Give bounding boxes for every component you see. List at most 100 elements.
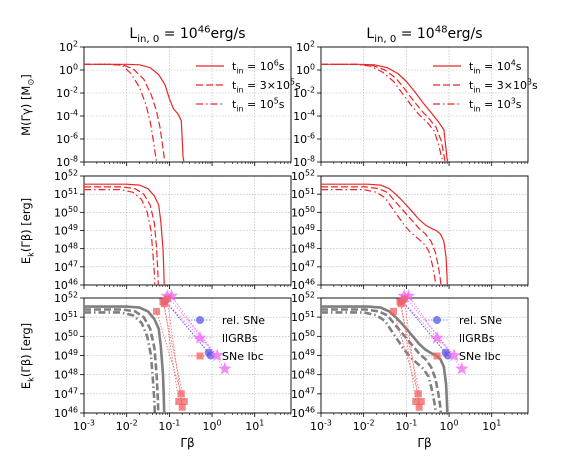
sne-ibc-marker [412, 398, 420, 405]
y-tick-label-part: -2 [70, 86, 78, 95]
y-tick-label-part: 48 [68, 367, 78, 376]
y-tick-label: 1051 [54, 310, 78, 324]
y-axis-label-part: M(Γγ) [M [19, 86, 33, 136]
x-tick-label-part: 10 [395, 420, 409, 433]
y-tick-label-part: -6 [307, 132, 315, 141]
y-tick-label-part: 50 [305, 205, 315, 214]
column-title-part: L [366, 26, 374, 42]
observation-link [400, 303, 417, 402]
sne-ibc-marker [177, 390, 185, 398]
legend-label-part: t [232, 60, 237, 73]
y-tick-label: 1046 [291, 278, 315, 292]
x-tick-label-part: 10 [440, 420, 454, 433]
legend-label: tin = 105s [232, 97, 285, 114]
y-tick-label-part: 10 [54, 369, 68, 382]
rel-sne-marker [196, 316, 204, 324]
y-tick-label-part: 10 [291, 206, 305, 219]
column-title-part: erg/s [448, 26, 483, 42]
legend-label-part: s [516, 60, 522, 73]
legend-label: tin = 3×103s [469, 78, 538, 95]
y-tick-label: 1047 [291, 259, 315, 273]
legend-label-part: = 10 [244, 98, 274, 111]
x-tick-label-part: 10 [116, 420, 130, 433]
y-tick-label-part: 49 [305, 223, 315, 232]
sne-ibc-marker [163, 295, 171, 303]
energy-series-line [321, 189, 437, 286]
energy-series-line [321, 183, 448, 286]
sne-ibc-marker [180, 398, 188, 405]
sne-ibc-marker [417, 398, 425, 405]
llgrb-marker [218, 361, 232, 375]
y-tick-label: 1050 [54, 329, 78, 343]
y-axis-label-part: (Γβ) [erg] [19, 198, 33, 252]
y-tick-label-part: 10 [291, 330, 305, 343]
y-tick-label: 1051 [54, 187, 78, 201]
x-tick-label-part: -1 [409, 419, 417, 428]
y-tick-label-part: 50 [68, 205, 78, 214]
legend-label-part: 3 [527, 78, 532, 87]
x-tick-label-part: 10 [203, 420, 217, 433]
sne-ibc-marker [160, 300, 168, 308]
y-tick-label: 1047 [54, 386, 78, 400]
x-axis-label: Γβ [180, 436, 194, 450]
y-tick-label-part: 10 [54, 311, 68, 324]
y-axis-label-part: k [25, 252, 35, 257]
y-tick-label-part: 50 [68, 329, 78, 338]
y-tick-label-part: 10 [296, 41, 310, 54]
x-axis-label: Γβ [417, 436, 431, 450]
y-tick-label-part: 10 [291, 261, 305, 274]
column-title-part: = 10 [159, 26, 197, 42]
legend-label-part: in [473, 104, 480, 113]
y-tick-label: 1049 [291, 348, 315, 362]
llgrb-marker [430, 331, 444, 344]
y-tick-label-part: 10 [59, 64, 73, 77]
gray-model-line [321, 305, 449, 414]
legend-label-part: s [516, 98, 522, 111]
mass-series-line [84, 63, 166, 163]
y-tick-label-part: 10 [291, 292, 305, 305]
y-tick-label: 1050 [291, 329, 315, 343]
y-tick-label-part: 10 [293, 156, 307, 169]
axes-frame [320, 297, 529, 414]
x-tick-label: 100 [440, 419, 459, 433]
legend-label-part: s [279, 98, 285, 111]
y-tick-label-part: 10 [54, 279, 68, 292]
legend-label-part: in [236, 104, 243, 113]
legend-label-part: s [532, 79, 538, 92]
y-tick-label: 100 [59, 63, 78, 77]
y-tick-label-part: 10 [54, 170, 68, 183]
y-tick-label-part: 10 [54, 188, 68, 201]
y-tick-label-part: 10 [54, 330, 68, 343]
y-tick-label-part: 2 [310, 40, 315, 49]
legend-label: rel. SNe [459, 314, 502, 327]
legend-label-part: t [469, 60, 474, 73]
column-title: Lin, 0 = 1048erg/s [366, 24, 482, 45]
legend-label: SNe Ibc [222, 350, 264, 363]
y-tick-label: 100 [296, 63, 315, 77]
x-tick-label: 10-1 [158, 419, 180, 433]
legend-label-part: = 10 [244, 60, 274, 73]
y-tick-label-part: 46 [305, 406, 315, 415]
y-tick-label: 102 [59, 40, 78, 54]
x-tick-label: 100 [203, 419, 222, 433]
gray-model-line [321, 308, 443, 414]
llgrb-marker [455, 361, 469, 375]
y-tick-label-part: 2 [73, 40, 78, 49]
y-tick-label-part: 52 [68, 291, 78, 300]
y-tick-label: 1046 [291, 406, 315, 420]
legend-label-part: in [473, 85, 480, 94]
rel-sne-marker [433, 316, 441, 324]
y-axis-label: M(Γγ) [M⊙] [19, 74, 35, 136]
y-tick-label-part: 10 [56, 87, 70, 100]
y-tick-label: 1046 [54, 406, 78, 420]
sne-ibc-marker [433, 352, 441, 360]
y-tick-label: 1048 [54, 367, 78, 381]
column-title-part: 46 [198, 24, 211, 35]
legend-label-part: 3 [511, 97, 516, 106]
x-tick-label-part: -2 [130, 419, 138, 428]
y-tick-label-part: 10 [54, 407, 68, 420]
y-tick-label: 1047 [54, 259, 78, 273]
y-tick-label-part: 0 [73, 63, 78, 72]
y-tick-label-part: -8 [307, 155, 315, 164]
observation-link [393, 311, 419, 394]
